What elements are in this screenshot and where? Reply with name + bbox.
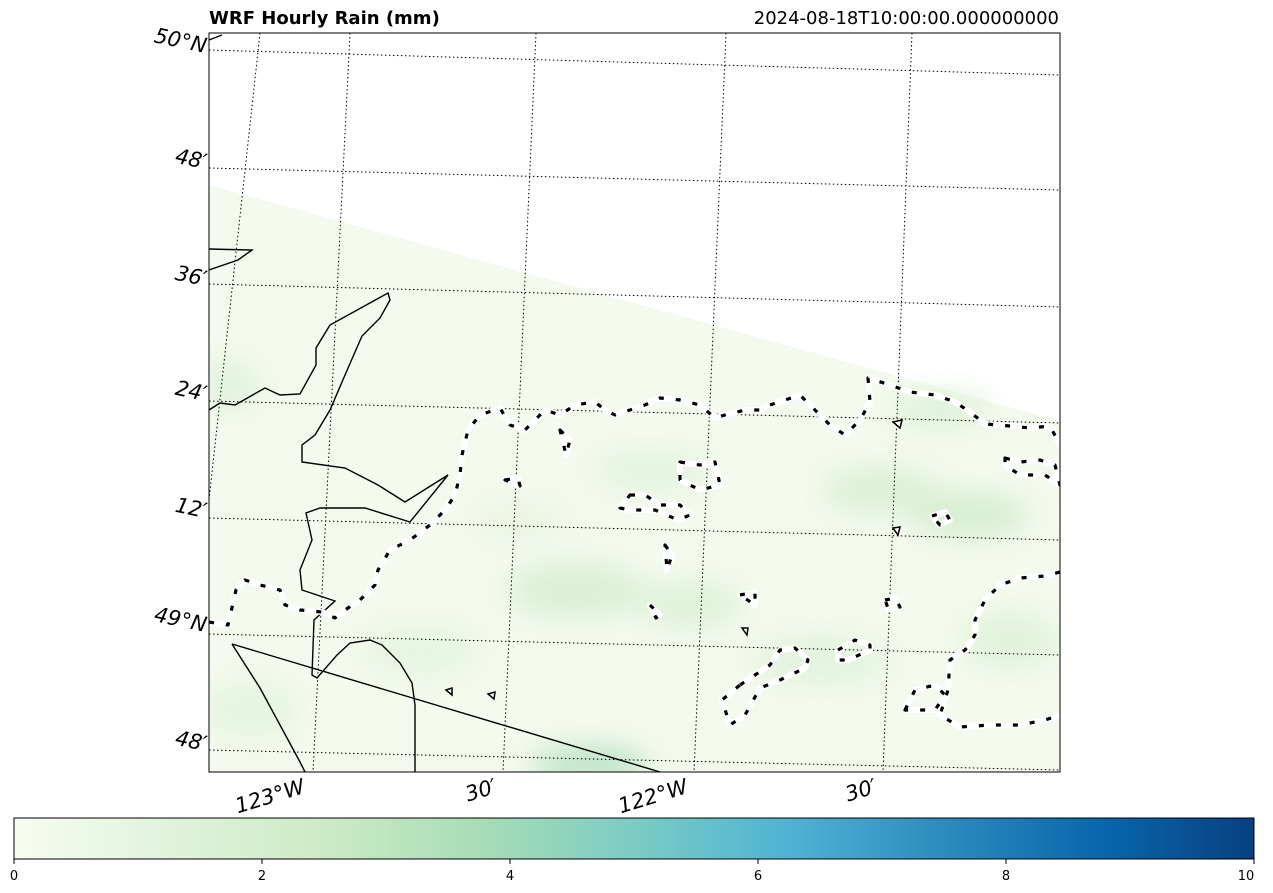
dashed-contour — [720, 646, 810, 727]
coastline — [209, 291, 449, 772]
rain-patch — [360, 622, 480, 678]
rain-patch — [475, 500, 565, 540]
lat-gridline — [209, 749, 1060, 771]
lon-label: 123°W — [232, 774, 308, 818]
colorbar-ticks — [13, 859, 1255, 864]
small-island — [891, 419, 904, 430]
map-timestamp: 2024-08-18T10:00:00.000000000 — [754, 8, 1059, 29]
colorbar-tick-label: 2 — [258, 869, 266, 884]
rain-field — [209, 185, 1060, 772]
lat-label: 50°N — [152, 23, 209, 58]
rain-patch — [910, 490, 1030, 540]
lat-gridline — [209, 517, 1060, 541]
graticule — [209, 33, 1060, 772]
map-frame — [208, 32, 1061, 773]
border-line — [231, 643, 661, 772]
dashed-contour — [678, 460, 722, 492]
lat-label: 12′ — [173, 493, 209, 523]
rain-patch — [890, 392, 990, 428]
rain-patch — [820, 465, 940, 515]
small-island — [891, 526, 901, 537]
small-island — [444, 686, 453, 697]
lat-labels: 50°N 48′ 36′ 24′ 12′ 49°N 48′ — [152, 23, 209, 756]
rain-patch — [209, 680, 300, 740]
colorbar-tick-label: 0 — [10, 869, 18, 884]
map-title: WRF Hourly Rain (mm) — [209, 8, 440, 29]
dashed-contour — [938, 570, 1060, 729]
coastlines — [209, 34, 661, 772]
dashed-contour — [883, 596, 902, 610]
lon-label: 30′ — [462, 774, 499, 806]
lon-gridline — [312, 33, 351, 772]
dashed-contour — [903, 683, 947, 712]
colorbar: 0 2 4 6 8 10 — [10, 817, 1255, 884]
lat-label: 48′ — [173, 144, 209, 174]
lat-label: 49°N — [152, 602, 209, 637]
lon-gridline — [502, 33, 537, 772]
lon-gridline — [693, 33, 727, 772]
colorbar-tick-label: 10 — [1238, 869, 1255, 884]
lat-gridline — [209, 49, 1060, 76]
coastline — [209, 34, 223, 41]
lat-gridline — [209, 283, 1060, 308]
lat-gridline — [209, 633, 1060, 656]
small-island — [740, 627, 749, 637]
lat-gridline — [209, 400, 1060, 424]
dashed-contour — [738, 590, 757, 607]
rain-patch — [635, 580, 745, 630]
rain-patch — [750, 632, 890, 688]
colorbar-tick-label: 4 — [506, 869, 514, 884]
rain-patch — [960, 610, 1060, 670]
lat-label: 48′ — [173, 726, 209, 756]
dashed-contour — [930, 510, 952, 527]
lat-gridline — [209, 167, 1060, 191]
lon-labels: 123°W 30′ 122°W 30′ — [232, 774, 879, 818]
lat-label: 24′ — [173, 376, 209, 406]
dashed-contour — [209, 376, 1060, 627]
colorbar-gradient — [13, 817, 1255, 860]
coastline — [231, 643, 306, 772]
colorbar-tick-label: 6 — [754, 869, 762, 884]
rain-patch — [505, 560, 645, 620]
map-area — [209, 33, 1060, 772]
small-island — [486, 690, 496, 701]
dashed-contour — [663, 543, 674, 572]
coastline — [209, 248, 255, 271]
lon-label: 122°W — [615, 774, 691, 818]
lon-gridline — [882, 33, 913, 772]
lat-label: 36′ — [173, 261, 209, 291]
colorbar-tick-label: 8 — [1002, 869, 1010, 884]
dashed-contour — [836, 638, 872, 662]
dashed-contours — [209, 375, 1060, 730]
dashed-contour — [558, 428, 572, 457]
dashed-contour — [503, 476, 522, 488]
lon-label: 30′ — [842, 774, 879, 806]
